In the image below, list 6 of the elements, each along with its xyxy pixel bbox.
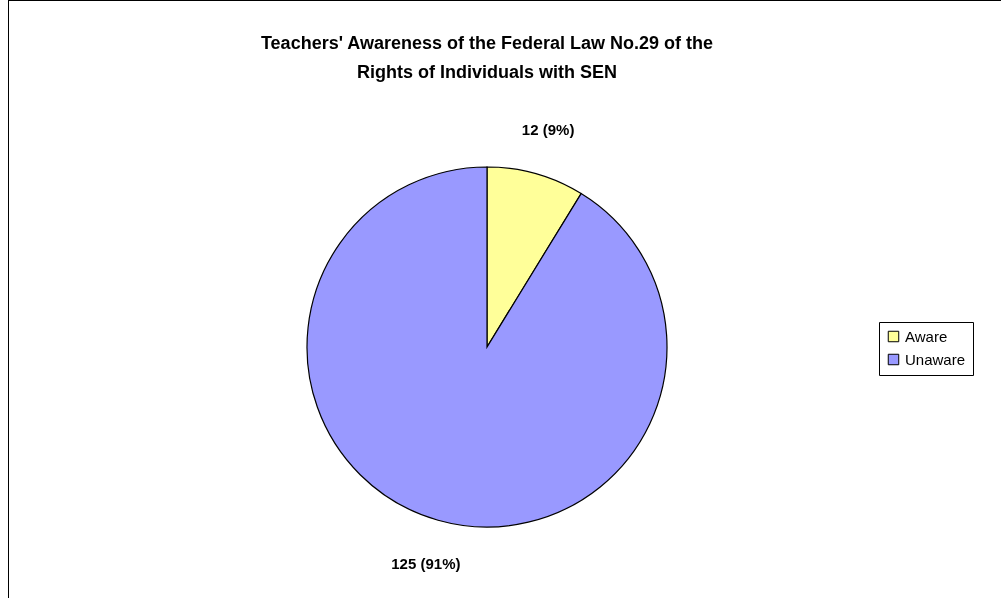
legend-label: Unaware (905, 350, 966, 368)
data-label: 12 (9%) (521, 121, 575, 139)
data-label: 125 (91%) (391, 554, 461, 572)
pie-slice (306, 166, 668, 528)
chart-title: Teachers' Awareness of the Federal Law No.29 of the Rights of Individuals with SEN (260, 33, 714, 82)
legend-label: Aware (905, 327, 948, 345)
